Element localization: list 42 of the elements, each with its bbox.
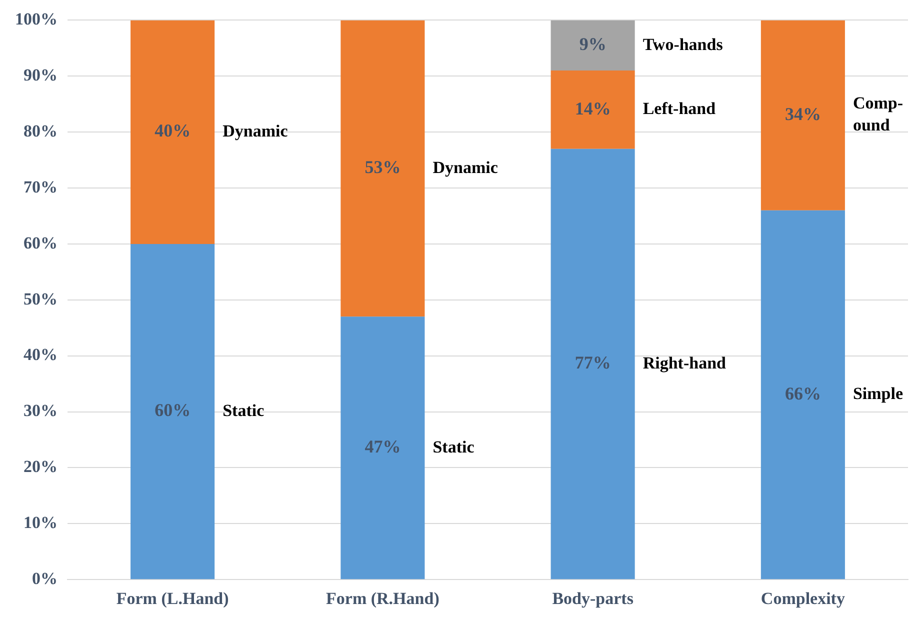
data-label: 60%: [154, 400, 191, 420]
y-tick-label: 50%: [24, 289, 58, 308]
y-tick-label: 80%: [24, 121, 58, 140]
y-tick-label: 30%: [24, 401, 58, 420]
annotation: Static: [222, 400, 265, 420]
annotation: Right-hand: [642, 353, 727, 372]
y-tick-label: 40%: [24, 345, 58, 364]
data-label: 9%: [579, 34, 606, 54]
data-label: 34%: [784, 104, 821, 124]
x-tick-label: Body-parts: [552, 589, 634, 608]
annotation: Static: [432, 437, 475, 456]
x-tick-label: Form (R.Hand): [326, 589, 440, 608]
y-tick-label: 100%: [15, 10, 58, 29]
annotation: Left-hand: [642, 99, 716, 118]
data-label: 14%: [574, 98, 611, 118]
annotation: Two-hands: [642, 34, 724, 54]
data-label: 66%: [784, 383, 821, 404]
bar: [760, 20, 845, 210]
y-tick-label: 20%: [24, 457, 58, 476]
data-label: 53%: [364, 157, 401, 178]
bar: [340, 20, 425, 317]
annotation: Comp- ound: [852, 94, 904, 135]
annotation: Dynamic: [222, 121, 288, 140]
bar: [550, 148, 635, 580]
y-tick-label: 60%: [24, 233, 58, 252]
annotation: Dynamic: [432, 158, 498, 177]
annotation: Simple: [852, 384, 904, 404]
x-tick-label: Form (L.Hand): [116, 589, 229, 608]
y-tick-label: 10%: [24, 513, 58, 532]
bar: [130, 244, 215, 580]
bar: [760, 210, 845, 580]
bar: [130, 20, 215, 244]
y-tick-label: 70%: [24, 177, 58, 196]
data-label: 40%: [154, 120, 191, 141]
x-tick-label: Complexity: [760, 589, 846, 608]
data-label: 47%: [364, 436, 401, 457]
bar: [550, 70, 635, 149]
bar: [550, 20, 635, 71]
bar: [340, 316, 425, 580]
y-tick-label: 90%: [24, 66, 58, 85]
y-tick-label: 0%: [32, 568, 58, 588]
data-label: 77%: [574, 352, 611, 373]
